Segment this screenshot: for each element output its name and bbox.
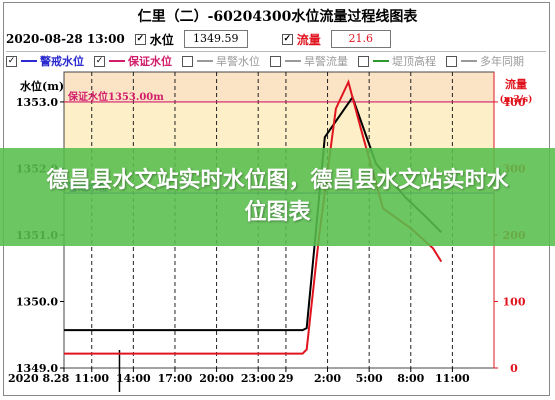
legend-swatch: [197, 60, 213, 62]
legend-label: 旱警水位: [216, 55, 260, 68]
y2-tick-label: 400: [503, 96, 526, 109]
legend-swatch: [461, 60, 477, 62]
y2-tick-label: 0: [510, 362, 518, 375]
banner-text: 德昌县水文站实时水位图，德昌县水文站实时水位图表: [46, 168, 509, 225]
stage-value-field[interactable]: 1349.59: [183, 30, 248, 48]
x-tick-label: 11:00: [435, 372, 470, 385]
y-axis-label: 水位(m): [20, 79, 64, 93]
legend-swatch: [109, 60, 125, 62]
legend-checkbox[interactable]: [270, 55, 281, 67]
y2-tick-label: 100: [503, 295, 526, 308]
flood-zone: [64, 72, 494, 102]
y-tick-label: 1353.0: [16, 96, 58, 109]
flow-checkbox[interactable]: ✓: [281, 33, 293, 45]
status-row: 2020-08-28 13:00 ✓ 水位 1349.59 ✓ 流量 21.6: [6, 30, 391, 48]
legend-label: 堤顶高程: [392, 55, 436, 68]
y2-axis-label: 流量: [505, 77, 527, 91]
flow-label: 流量: [296, 32, 321, 47]
x-tick-label: 5:00: [356, 372, 383, 385]
title-banner: 德昌县水文站实时水位图，德昌县水文站实时水位图表: [0, 148, 555, 246]
x-tick-label: 17:00: [158, 372, 193, 385]
legend-checkbox[interactable]: [358, 55, 369, 67]
flow-value-field[interactable]: 21.6: [330, 30, 391, 48]
legend-item[interactable]: ✓ 警戒水位: [6, 53, 84, 69]
chart-title: 仁里（二）-60204300水位流量过程线图表: [137, 9, 418, 25]
legend-item[interactable]: 多年同期: [446, 53, 524, 69]
legend-checkbox[interactable]: ✓: [94, 55, 105, 67]
datetime-text: 2020-08-28 13:00: [6, 32, 125, 46]
legend-swatch: [21, 60, 37, 62]
y-tick-label: 1350.0: [16, 295, 58, 308]
legend-item[interactable]: 旱警流量: [270, 53, 348, 69]
legend-swatch: [373, 60, 389, 62]
legend-checkbox[interactable]: [446, 55, 457, 67]
x-tick-label: 20:00: [199, 372, 234, 385]
legend-item[interactable]: 堤顶高程: [358, 53, 436, 69]
y2-axis-unit: (m3/s): [500, 94, 533, 105]
x-tick-label: 29: [278, 372, 293, 385]
stage-label: 水位: [149, 32, 174, 47]
legend-label: 多年同期: [480, 55, 524, 68]
x-tick-label: 8:00: [397, 372, 424, 385]
legend-bar: ✓ 警戒水位 ✓ 保证水位 旱警水位 旱警流量 堤顶高程 多年同期: [6, 51, 546, 70]
legend-item[interactable]: ✓ 保证水位: [94, 53, 172, 69]
legend-label: 旱警流量: [304, 55, 348, 68]
y-tick-label: 1349.0: [16, 362, 58, 375]
x-tick-label: 11:00: [74, 372, 109, 385]
legend-label: 警戒水位: [40, 55, 84, 68]
legend-checkbox[interactable]: ✓: [6, 55, 17, 67]
x-tick-label: 23:00: [241, 372, 276, 385]
legend-item[interactable]: 旱警水位: [182, 53, 260, 69]
x-tick-label: 2020 8.28: [8, 372, 70, 385]
stage-checkbox[interactable]: ✓: [134, 33, 146, 45]
legend-label: 保证水位: [128, 55, 172, 68]
guarantee-label: 保证水位1353.00m: [67, 90, 164, 103]
x-tick-label: 14:00: [116, 372, 151, 385]
legend-checkbox[interactable]: [182, 55, 193, 67]
x-tick-label: 2:00: [314, 372, 341, 385]
legend-swatch: [285, 60, 301, 62]
